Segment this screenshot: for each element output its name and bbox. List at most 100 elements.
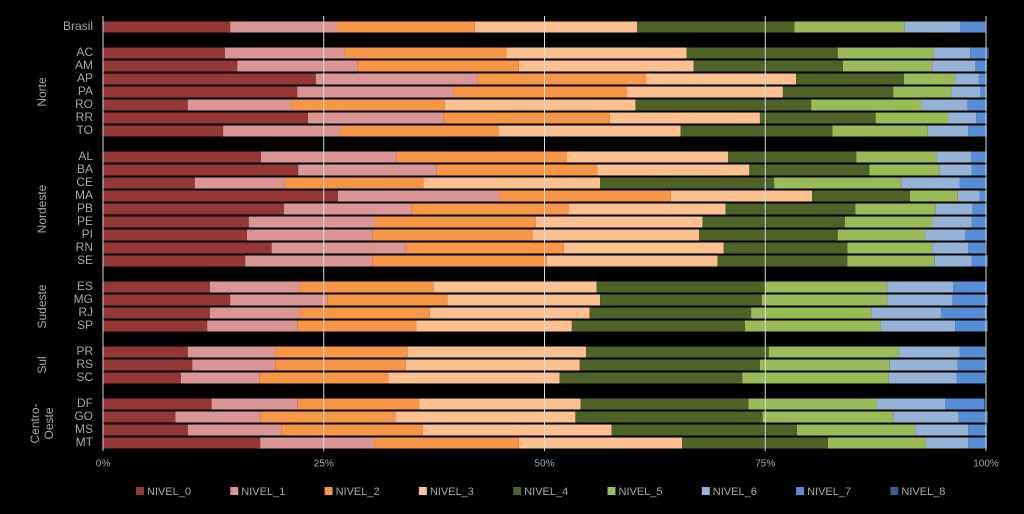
bar-segment	[904, 21, 961, 33]
bar-segment	[968, 125, 986, 137]
bar-segment	[237, 60, 358, 72]
bar-segment	[751, 307, 872, 319]
bar-segment	[327, 294, 448, 306]
bar-segment	[748, 398, 877, 410]
bar-segment	[761, 294, 888, 306]
bar-segment	[103, 411, 176, 423]
category-label: AM	[75, 58, 93, 72]
legend-swatch	[230, 487, 239, 495]
bar-segment	[411, 203, 569, 215]
category-label: BA	[77, 162, 93, 176]
bar-segment	[372, 255, 547, 267]
legend-label: NIVEL_5	[619, 486, 663, 498]
bar-segment	[276, 346, 408, 358]
bar-segment	[934, 255, 972, 267]
bar-segment	[635, 99, 812, 111]
bar-segment	[103, 398, 212, 410]
bar-segment	[844, 216, 934, 228]
category-label: PE	[77, 214, 93, 228]
bar-segment	[972, 203, 986, 215]
x-tick-label: 0%	[96, 459, 111, 470]
bar-segment	[953, 281, 986, 293]
bar-segment	[344, 47, 507, 59]
group-label: Nordeste	[35, 184, 49, 233]
bar-segment	[978, 73, 986, 85]
bar-segment	[765, 281, 888, 293]
bar-segment	[357, 60, 519, 72]
bar-segment	[340, 125, 499, 137]
bar-segment	[915, 424, 969, 436]
bar-segment	[728, 151, 857, 163]
legend-label: NIVEL_0	[147, 486, 191, 498]
bar-segment	[749, 164, 870, 176]
bar-segment	[575, 411, 763, 423]
legend-label: NIVEL_1	[241, 486, 285, 498]
bar-segment	[103, 190, 338, 202]
category-label: GO	[74, 409, 93, 423]
bar-segment	[986, 255, 988, 267]
bar-segment	[723, 242, 848, 254]
bar-segment	[103, 21, 231, 33]
bar-segment	[405, 242, 564, 254]
bar-segment	[246, 229, 373, 241]
x-tick-label: 75%	[755, 459, 775, 470]
legend-swatch	[607, 487, 616, 495]
category-label: SC	[76, 370, 93, 384]
bar-segment	[875, 112, 949, 124]
bar-segment	[794, 21, 905, 33]
bar-segment	[948, 112, 977, 124]
bar-segment	[925, 437, 969, 449]
bar-segment	[970, 151, 986, 163]
bar-segment	[986, 411, 988, 423]
bar-segment	[609, 112, 760, 124]
bar-segment	[693, 60, 843, 72]
bar-segment	[518, 60, 694, 72]
category-label: MS	[75, 422, 93, 436]
bar-segment	[518, 437, 683, 449]
bar-segment	[374, 437, 519, 449]
bar-segment	[223, 125, 341, 137]
bar-segment	[474, 21, 638, 33]
category-label: RJ	[78, 305, 93, 319]
bar-segment	[933, 216, 972, 228]
bar-segment	[984, 398, 986, 410]
bar-segment	[856, 151, 937, 163]
bar-segment	[744, 320, 881, 332]
category-label: AP	[77, 71, 93, 85]
bar-segment	[209, 281, 300, 293]
bar-segment	[986, 47, 989, 59]
bar-segment	[245, 255, 373, 267]
bar-segment	[388, 372, 560, 384]
category-label: SE	[77, 253, 93, 267]
category-label: PR	[76, 344, 93, 358]
group-label: Sul	[35, 356, 49, 373]
bar-segment	[600, 177, 775, 189]
bar-segment	[971, 164, 986, 176]
category-label: MG	[74, 292, 93, 306]
bar-segment	[422, 424, 612, 436]
category-label: RO	[75, 97, 93, 111]
bar-segment	[940, 307, 986, 319]
bar-segment	[847, 255, 935, 267]
bar-segment	[260, 411, 396, 423]
bar-segment	[958, 411, 987, 423]
bar-segment	[103, 216, 249, 228]
bar-segment	[194, 177, 285, 189]
bar-segment	[680, 125, 833, 137]
bar-segment	[903, 73, 956, 85]
bar-segment	[103, 346, 188, 358]
x-tick-label: 50%	[534, 459, 554, 470]
bar-segment	[889, 359, 958, 371]
legend-swatch	[890, 487, 899, 495]
category-label: TO	[77, 123, 93, 137]
legend-label: NIVEL_8	[901, 486, 945, 498]
bar-segment	[103, 151, 262, 163]
bar-segment	[976, 112, 986, 124]
bar-segment	[955, 320, 987, 332]
bar-segment	[956, 372, 986, 384]
bar-segment	[600, 294, 762, 306]
bar-segment	[586, 346, 769, 358]
bar-segment	[429, 307, 590, 319]
bar-segment	[103, 73, 316, 85]
